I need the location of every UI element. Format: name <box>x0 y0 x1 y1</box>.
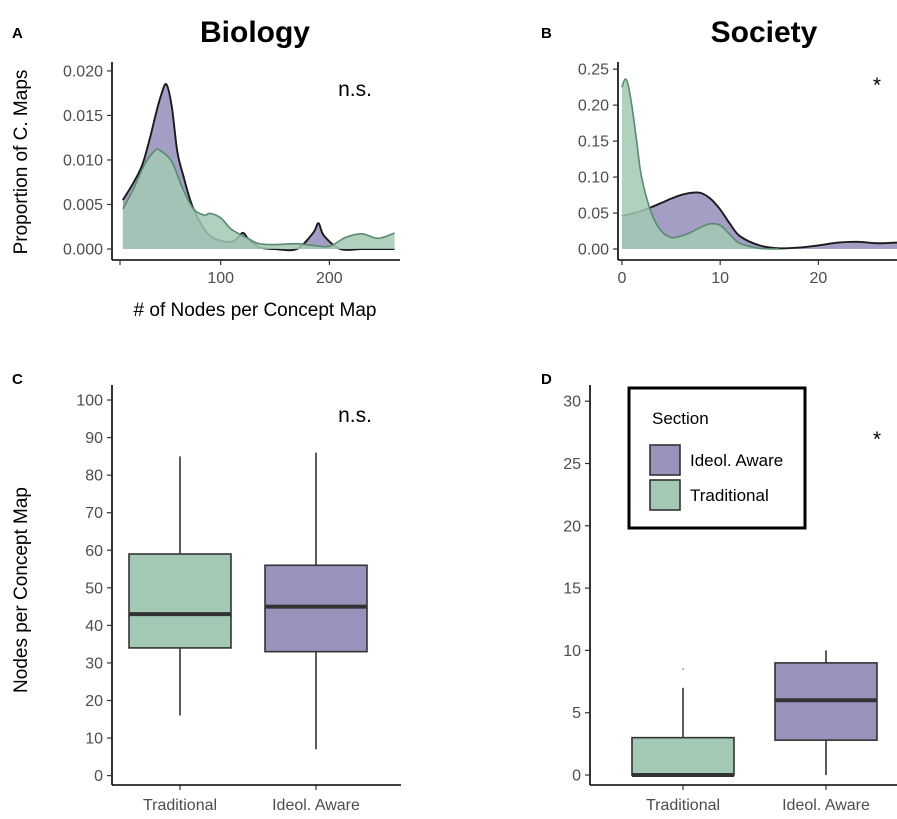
panel-b-letter: B <box>541 25 552 42</box>
panel-d-y-tick-label: 15 <box>563 581 581 598</box>
legend-label-traditional: Traditional <box>690 486 769 505</box>
panel-c-y-tick-label: 70 <box>85 505 103 522</box>
panel-d: Traditional Ideol. Aware 0 5 10 15 20 25 30 D * Sec… <box>541 371 897 814</box>
panel-c-y-tick-label: 100 <box>76 393 103 410</box>
panel-c-y-tick-label: 50 <box>85 580 103 597</box>
legend-swatch-traditional <box>649 479 681 511</box>
panel-d-x-tick-label: Ideol. Aware <box>782 797 870 814</box>
panel-c-box-traditional-iqr <box>128 553 232 649</box>
panel-a-x-tick-label: 200 <box>316 270 343 287</box>
panel-b-x-tick-label: 10 <box>711 270 729 287</box>
panel-c-significance: n.s. <box>338 404 372 427</box>
panel-b-x-tick-label: 20 <box>810 270 828 287</box>
legend-label-ideol-aware: Ideol. Aware <box>690 451 783 470</box>
panel-d-y-tick-label: 20 <box>563 518 581 535</box>
panel-a-y-tick-label: 0.010 <box>63 152 103 169</box>
panel-b-y-tick-label: 0.25 <box>578 62 609 79</box>
panel-a-y-axis-title: Proportion of C. Maps <box>11 70 32 255</box>
panel-a-x-axis-title: # of Nodes per Concept Map <box>134 300 377 321</box>
panel-c-y-tick-label: 30 <box>85 655 103 672</box>
panel-d-box-traditional-iqr <box>631 736 735 776</box>
panel-d-y-tick-label: 5 <box>572 705 581 722</box>
panel-c-y-tick-label: 0 <box>94 768 103 785</box>
panel-b-density-line-ideol-aware <box>621 191 897 250</box>
panel-d-letter: D <box>541 371 552 388</box>
panel-a-y-tick-label: 0.020 <box>63 63 103 80</box>
panel-c-y-tick-label: 60 <box>85 543 103 560</box>
panel-c-y-tick-label: 20 <box>85 693 103 710</box>
legend-swatch-ideol-aware <box>649 444 681 476</box>
panel-a-density-line-traditional <box>122 148 395 248</box>
panel-a-x-tick-label: 100 <box>207 270 234 287</box>
panel-d-box-traditional-outlier <box>681 667 685 671</box>
panel-c-y-tick-label: 90 <box>85 430 103 447</box>
panel-c-y-tick-label: 40 <box>85 618 103 635</box>
panel-b-y-tick-label: 0.05 <box>578 206 609 223</box>
panel-c: Traditional Ideol. Aware 0 10 20 30 40 50 60 70 80… <box>11 371 401 814</box>
panel-b-title: Society <box>711 16 818 49</box>
panel-a-significance: n.s. <box>338 78 372 101</box>
panel-c-x-tick-label: Traditional <box>143 797 217 814</box>
panel-b-y-tick-label: 0.15 <box>578 134 609 151</box>
panel-b-y-tick-label: 0.00 <box>578 242 609 259</box>
panel-b-y-tick-label: 0.10 <box>578 170 609 187</box>
panel-d-significance: * <box>873 428 881 451</box>
panel-d-x-tick-label: Traditional <box>646 797 720 814</box>
panel-a-density-area-traditional <box>122 148 395 249</box>
panel-d-y-tick-label: 10 <box>563 643 581 660</box>
panel-b-x-tick-label: 0 <box>617 270 626 287</box>
panel-c-y-tick-label: 10 <box>85 731 103 748</box>
panel-b-significance: * <box>873 74 881 97</box>
panel-a-letter: A <box>12 25 23 42</box>
panel-c-letter: C <box>12 371 23 388</box>
panel-d-y-tick-label: 25 <box>563 456 581 473</box>
panel-b: 0.00 0.05 0.10 0.15 0.20 0.25 0 10 20 Society B * <box>541 16 897 287</box>
panel-a-y-tick-label: 0.005 <box>63 197 103 214</box>
legend-title: Section <box>652 409 709 428</box>
panel-d-y-tick-label: 30 <box>563 394 581 411</box>
panel-b-density-line-traditional <box>621 78 780 250</box>
panel-b-density-area-traditional <box>621 79 780 250</box>
panel-a-y-tick-label: 0.015 <box>63 108 103 125</box>
panel-a-title: Biology <box>200 16 310 49</box>
panel-c-x-tick-label: Ideol. Aware <box>272 797 360 814</box>
legend: Section Ideol. Aware Traditional <box>627 386 807 530</box>
panel-c-y-tick-label: 80 <box>85 468 103 485</box>
panel-a-y-tick-label: 0.000 <box>63 242 103 259</box>
panel-d-y-tick-label: 0 <box>572 768 581 785</box>
panel-a: 0.000 0.005 0.010 0.015 0.020 100 200 Biology An… <box>11 16 400 321</box>
panel-b-y-tick-label: 0.20 <box>578 98 609 115</box>
panel-c-y-axis-title: Nodes per Concept Map <box>11 487 32 693</box>
